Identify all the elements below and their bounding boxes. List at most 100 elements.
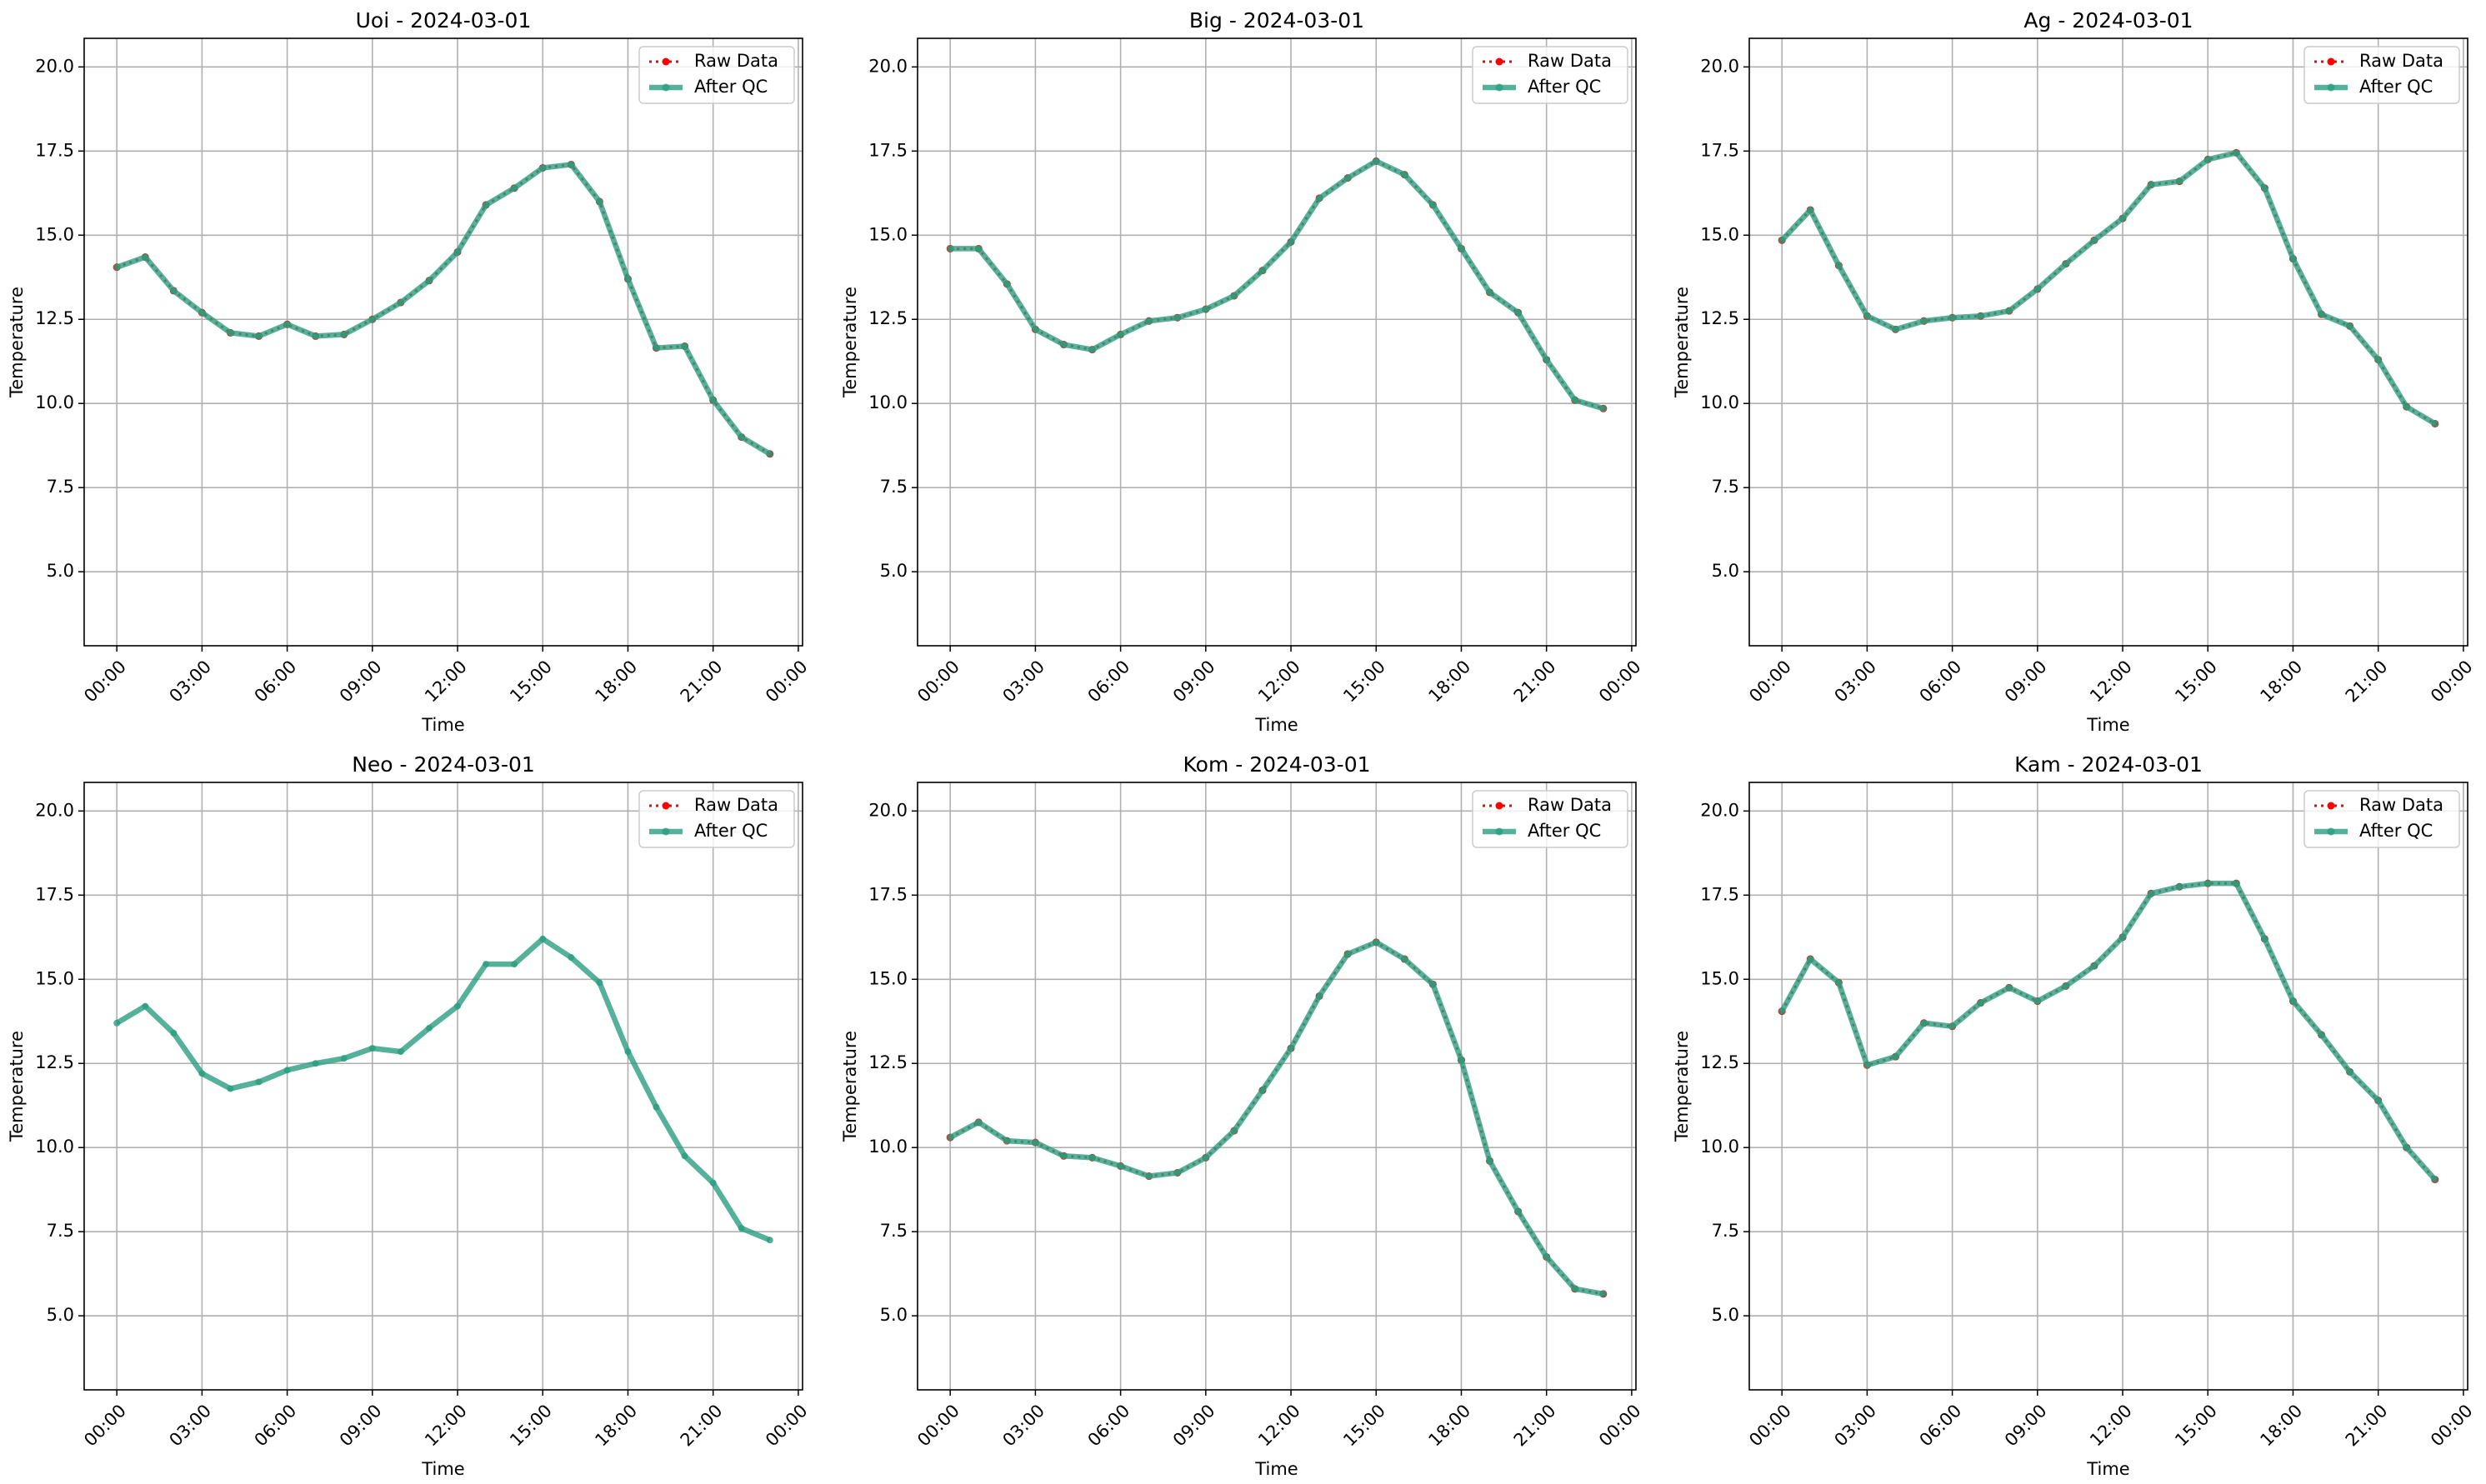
series-marker: [539, 164, 547, 172]
subplot-title: Ag - 2024-03-01: [2023, 8, 2193, 32]
series-marker: [681, 342, 688, 350]
legend-label: Raw Data: [1528, 795, 1612, 815]
series-marker: [2033, 997, 2041, 1005]
y-axis-label: Temperature: [840, 1031, 860, 1142]
series-marker: [142, 1002, 149, 1010]
series-line: [950, 158, 1604, 412]
series-marker: [1117, 331, 1124, 338]
series-marker: [596, 979, 603, 987]
y-tick-label: 20.0: [35, 56, 74, 76]
y-tick-label: 20.0: [1700, 800, 1739, 820]
series-marker: [2233, 149, 2240, 157]
subplot-title: Kom - 2024-03-01: [1183, 752, 1371, 777]
legend-label: After QC: [1528, 77, 1601, 97]
legend-label: Raw Data: [1528, 51, 1612, 71]
series-marker: [1458, 245, 1465, 252]
legend-marker: [662, 802, 670, 810]
series-marker: [596, 197, 603, 205]
series-marker: [170, 287, 178, 294]
legend-marker: [2327, 83, 2335, 92]
legend-marker: [1495, 57, 1503, 66]
y-tick-label: 17.5: [1700, 884, 1739, 904]
y-tick-label: 10.0: [35, 1137, 74, 1157]
x-axis-label: Time: [1254, 715, 1298, 735]
series-marker: [1117, 1162, 1124, 1170]
y-tick-label: 12.5: [1700, 1052, 1739, 1072]
y-axis-label: Temperature: [1672, 1031, 1692, 1142]
y-axis-label: Temperature: [1672, 287, 1692, 398]
legend-label: After QC: [1528, 821, 1601, 841]
y-tick-label: 5.0: [1712, 561, 1739, 581]
series-marker: [2374, 356, 2382, 363]
series-marker: [1486, 288, 1493, 296]
y-tick-label: 15.0: [868, 224, 908, 244]
y-tick-label: 15.0: [35, 968, 74, 988]
series-marker: [1977, 999, 1984, 1007]
series-marker: [1892, 326, 1899, 333]
series-marker: [1316, 992, 1323, 1000]
series-marker: [1807, 206, 1814, 213]
y-tick-label: 12.5: [35, 308, 74, 328]
series-marker: [1003, 1137, 1011, 1145]
series-marker: [681, 1152, 688, 1160]
y-tick-label: 15.0: [1700, 224, 1739, 244]
series-marker: [2289, 997, 2297, 1005]
legend-label: After QC: [2359, 821, 2433, 841]
subplot-title: Kam - 2024-03-01: [2014, 752, 2203, 777]
y-tick-label: 17.5: [1700, 140, 1739, 160]
series-marker: [1778, 237, 1786, 244]
series-marker: [1863, 312, 1871, 320]
y-tick-label: 20.0: [35, 800, 74, 820]
series-marker: [1571, 397, 1578, 404]
legend-label: Raw Data: [2359, 51, 2443, 71]
series-marker: [1258, 1087, 1266, 1094]
y-tick-label: 17.5: [868, 140, 908, 160]
series-marker: [1514, 1207, 1522, 1215]
x-axis-label: Time: [421, 1459, 464, 1479]
series-marker: [1458, 1057, 1465, 1064]
y-tick-label: 10.0: [868, 392, 908, 412]
legend-marker: [2327, 802, 2335, 810]
series-marker: [1088, 1154, 1096, 1162]
series-marker: [568, 161, 575, 168]
series-marker: [2033, 285, 2041, 292]
subplot-title: Neo - 2024-03-01: [352, 752, 535, 777]
series-marker: [1288, 238, 1295, 246]
y-tick-label: 15.0: [35, 224, 74, 244]
y-tick-label: 10.0: [868, 1137, 908, 1157]
series-marker: [1514, 309, 1522, 317]
y-tick-label: 7.5: [1712, 1221, 1739, 1241]
series-marker: [454, 1002, 462, 1010]
series-marker: [1060, 1152, 1068, 1160]
x-axis-label: Time: [1254, 1459, 1298, 1479]
x-axis-label: Time: [2086, 715, 2129, 735]
series-marker: [2204, 880, 2212, 887]
legend-marker: [2327, 827, 2335, 836]
series-marker: [312, 332, 319, 340]
series-marker: [1599, 1290, 1607, 1297]
legend-label: Raw Data: [694, 795, 778, 815]
y-tick-label: 5.0: [880, 561, 908, 581]
series-marker: [1173, 314, 1181, 322]
series-marker: [568, 954, 575, 962]
y-axis-label: Temperature: [7, 1031, 27, 1142]
series-marker: [2176, 177, 2183, 185]
series-marker: [170, 1029, 178, 1037]
series-marker: [2431, 1176, 2438, 1183]
y-tick-label: 17.5: [868, 884, 908, 904]
series-marker: [2090, 962, 2098, 970]
legend-label: Raw Data: [694, 51, 778, 71]
series-line: [1779, 150, 2437, 427]
legend-marker: [1495, 83, 1503, 92]
series-marker: [397, 1048, 404, 1056]
y-tick-label: 20.0: [1700, 56, 1739, 76]
series-marker: [1401, 171, 1408, 178]
series-marker: [1920, 317, 1928, 325]
y-tick-label: 7.5: [880, 477, 908, 497]
series-marker: [113, 1019, 121, 1027]
series-marker: [1543, 356, 1550, 363]
series-marker: [2431, 420, 2438, 427]
series-marker: [483, 201, 490, 208]
series-marker: [653, 1103, 660, 1111]
